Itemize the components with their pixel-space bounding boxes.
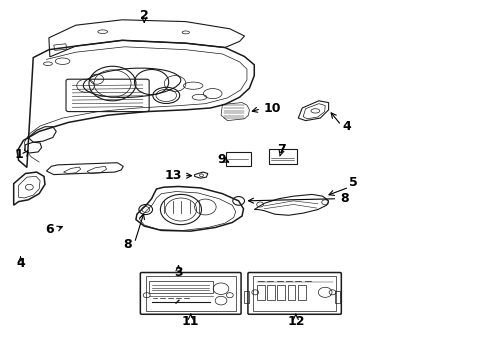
Bar bbox=[244, 291, 249, 303]
Text: 8: 8 bbox=[123, 238, 132, 251]
Text: 10: 10 bbox=[263, 102, 280, 114]
Text: 13: 13 bbox=[164, 169, 182, 182]
Text: 8: 8 bbox=[339, 192, 348, 205]
Bar bbox=[268, 149, 297, 164]
Bar bbox=[297, 285, 305, 300]
Text: 6: 6 bbox=[45, 223, 54, 236]
Bar bbox=[256, 285, 264, 300]
Text: 2: 2 bbox=[140, 9, 148, 22]
Bar bbox=[334, 291, 339, 303]
Bar bbox=[149, 281, 212, 293]
Bar bbox=[266, 285, 274, 300]
Text: 5: 5 bbox=[348, 176, 357, 189]
Bar bbox=[54, 44, 67, 50]
Text: 4: 4 bbox=[342, 120, 350, 132]
Bar bbox=[145, 276, 235, 311]
Text: 4: 4 bbox=[16, 257, 25, 270]
Bar bbox=[277, 285, 285, 300]
Bar bbox=[287, 285, 295, 300]
Text: 1: 1 bbox=[15, 148, 23, 161]
Text: 12: 12 bbox=[286, 315, 304, 328]
Bar bbox=[225, 152, 251, 166]
Bar bbox=[253, 276, 335, 311]
Text: 11: 11 bbox=[182, 315, 199, 328]
Text: 7: 7 bbox=[276, 143, 285, 156]
Text: 9: 9 bbox=[217, 153, 225, 166]
Text: 3: 3 bbox=[174, 266, 183, 279]
